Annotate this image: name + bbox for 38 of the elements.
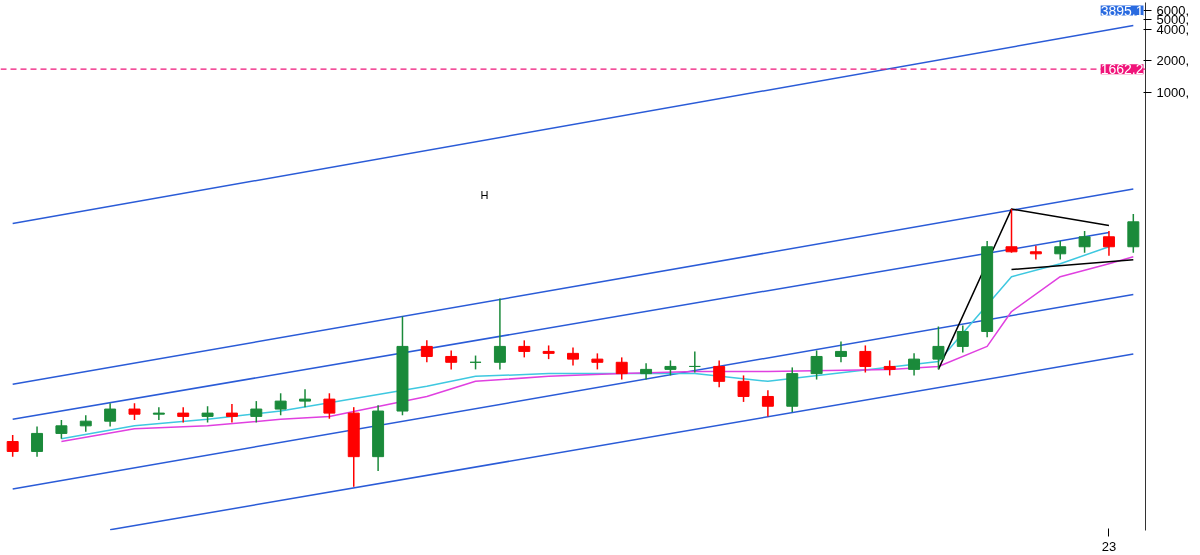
candlestick [640,362,653,381]
candlestick [1054,240,1067,261]
candlestick [55,419,68,440]
candlestick [31,425,44,458]
candlestick [445,349,458,371]
candlestick [615,356,628,381]
candlestick [737,374,750,403]
candlestick [1078,230,1091,254]
ref-line-label: 1662,2 [1100,61,1144,78]
candlestick [420,339,433,364]
candlestick [956,324,969,354]
candlestick [274,392,287,417]
candlestick [79,414,92,433]
x-tick-label: 23 [1101,538,1117,554]
candlestick [713,359,726,388]
candlestick [1005,208,1018,254]
candlestick [761,389,774,418]
candlestick [299,388,311,408]
candlestick [323,392,336,420]
candlestick [908,352,921,377]
candlestick [810,349,823,381]
y-tick-label: 2000, [1156,53,1190,69]
candlestick [152,406,165,421]
candlestick [104,402,117,428]
candlestick [859,344,872,374]
candlestick [6,434,19,458]
candlestick [1029,245,1042,261]
candlestick [835,340,847,364]
candlestick [1102,230,1115,257]
annotation: 3895,1 [1100,2,1144,19]
candlestick [250,400,263,424]
annotation: H [480,188,489,201]
candlestick [567,346,579,367]
y-tick-label: 1000, [1156,84,1190,100]
candlestick [225,403,238,424]
candlestick [493,297,506,371]
candlestick [932,325,945,371]
candlestick [688,350,701,374]
